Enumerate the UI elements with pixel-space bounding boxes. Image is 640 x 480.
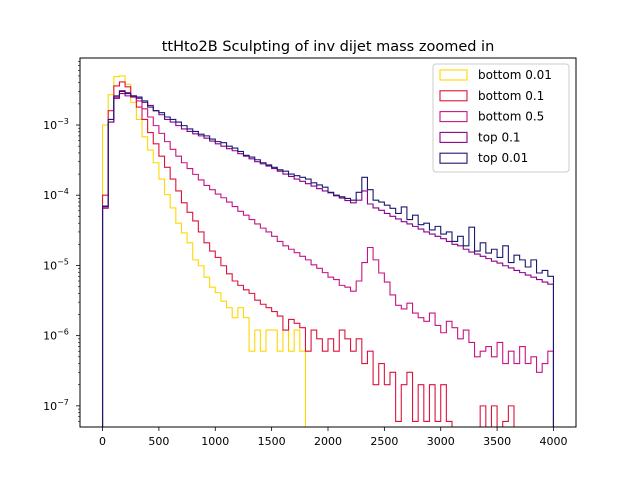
x-tick-label-0: 0	[99, 435, 106, 448]
y-tick-label-2: 10−5	[43, 257, 69, 272]
legend-swatch-3	[439, 131, 468, 143]
series-line-1	[101, 81, 515, 427]
legend-swatch-0	[439, 69, 468, 81]
y-axis: 10−7 10−6 10−5 10−4 10−3	[43, 61, 80, 422]
x-tick-label-4: 2000	[314, 435, 342, 448]
legend: bottom 0.01 bottom 0.1 bottom 0.5 top 0.1 to…	[432, 63, 570, 173]
legend-label-3: top 0.1	[478, 130, 521, 144]
legend-swatch-1	[439, 90, 468, 102]
x-tick-label-5: 2500	[370, 435, 398, 448]
legend-swatch-4	[439, 152, 468, 164]
y-tick-label-0: 10−7	[43, 398, 69, 413]
chart-title: ttHto2B Sculpting of inv dijet mass zoom…	[162, 39, 495, 55]
y-tick-label-1: 10−6	[43, 328, 69, 343]
series-line-4	[101, 90, 555, 427]
x-tick-label-3: 1500	[258, 435, 286, 448]
x-tick-label-7: 3500	[483, 435, 511, 448]
x-tick-label-1: 500	[148, 435, 169, 448]
series-layer	[101, 75, 555, 427]
legend-label-2: bottom 0.5	[478, 110, 544, 124]
x-tick-label-2: 1000	[201, 435, 229, 448]
x-axis: 0 500 1000 1500 2000 2500 3000 3500 4000	[99, 427, 567, 448]
series-line-0	[101, 75, 307, 427]
x-tick-label-8: 4000	[539, 435, 567, 448]
y-tick-label-3: 10−4	[43, 187, 69, 202]
x-tick-label-6: 3000	[427, 435, 455, 448]
legend-swatch-2	[439, 111, 468, 123]
y-tick-label-4: 10−3	[43, 117, 69, 132]
legend-label-4: top 0.01	[478, 151, 528, 165]
legend-label-1: bottom 0.1	[478, 89, 544, 103]
legend-label-0: bottom 0.01	[478, 68, 552, 82]
series-line-2	[101, 89, 555, 427]
